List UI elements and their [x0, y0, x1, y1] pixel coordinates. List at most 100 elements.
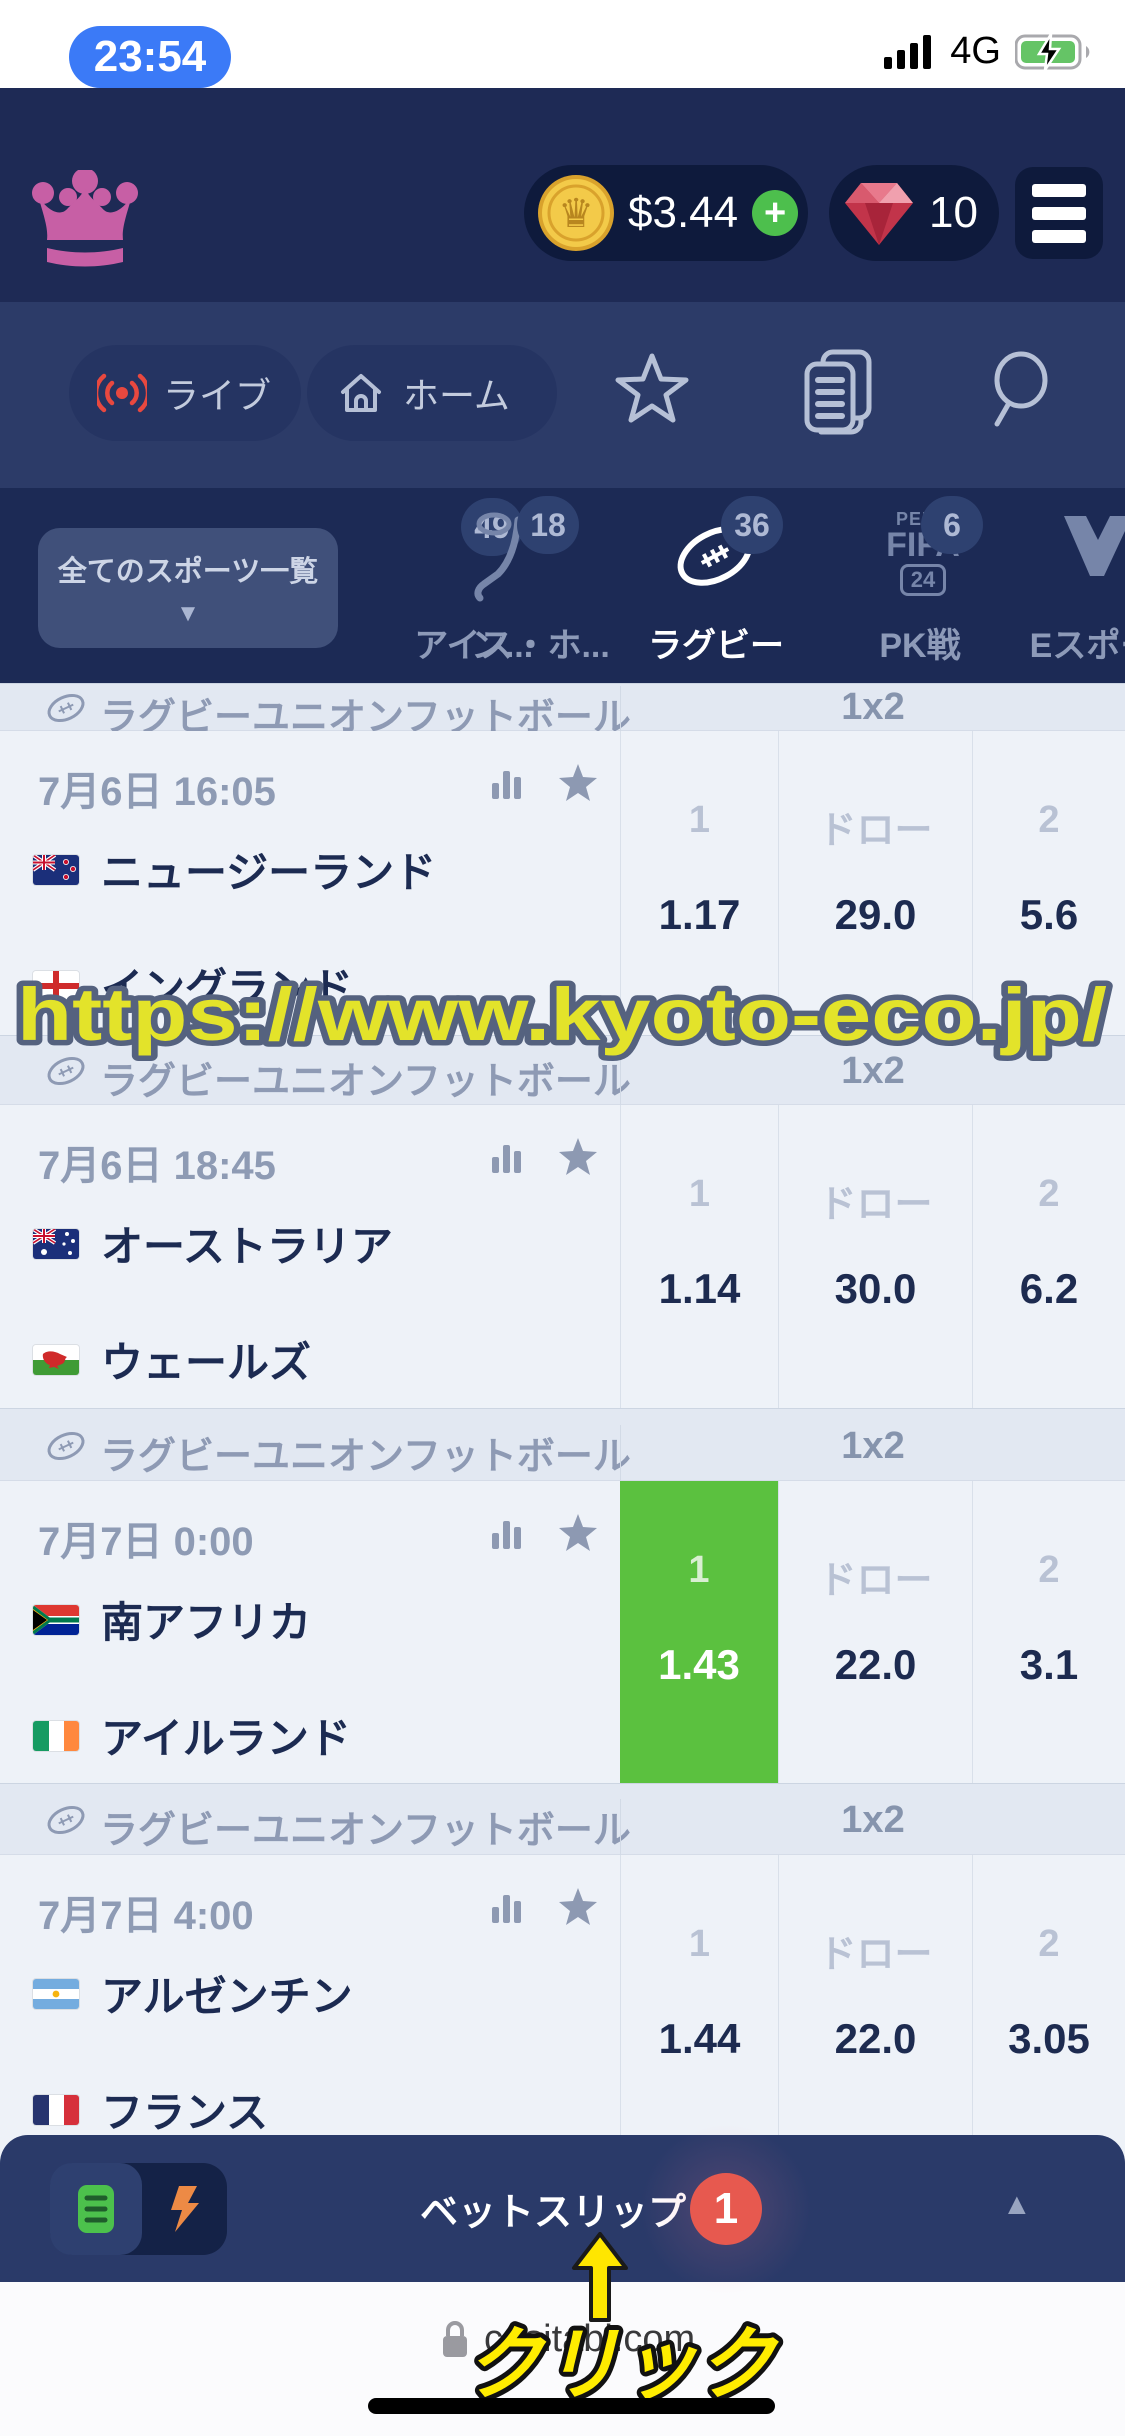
betslip-mode-toggle[interactable] — [50, 2163, 227, 2255]
live-icon — [97, 373, 147, 413]
flag-australia-icon — [33, 1228, 79, 1259]
home-team-name: 南アフリカ — [101, 1599, 312, 1646]
signal-strength-icon — [884, 34, 932, 69]
favorite-star-icon[interactable] — [556, 1135, 600, 1179]
home-team: 南アフリカ — [33, 1589, 311, 1650]
home-team-name: オーストラリア — [101, 1223, 393, 1270]
flag-england-icon — [33, 970, 79, 1001]
odds-cell-home[interactable]: 1 1.14 — [620, 1105, 778, 1408]
brand-crown-logo[interactable] — [30, 170, 140, 270]
flag-ireland-icon — [33, 1720, 79, 1751]
odds-cell-draw[interactable]: ドロー 30.0 — [778, 1105, 972, 1408]
betslip-label: ベットスリップ — [420, 2192, 687, 2234]
tab-badge: 36 — [721, 496, 783, 554]
match-datetime: 7月7日 0:00 — [38, 1520, 254, 1564]
svg-text:♛: ♛ — [558, 192, 594, 236]
tab-badge: 6 — [921, 496, 983, 554]
status-bar: 23:54 4G — [0, 0, 1125, 88]
nav-live-button[interactable]: ライブ — [69, 345, 301, 441]
favorites-star-icon[interactable] — [612, 350, 692, 430]
balance-pill[interactable]: ♛ $3.44 + — [524, 165, 808, 261]
ruby-gem-icon — [845, 183, 913, 245]
stats-icon[interactable] — [490, 1891, 524, 1925]
all-sports-dropdown-button[interactable]: 全てのスポーツ一覧 ▼ — [38, 528, 338, 648]
home-icon — [341, 374, 381, 412]
sports-tab-esports[interactable]: Eスポー — [1029, 627, 1125, 665]
flag-new-zealand-icon — [33, 854, 79, 885]
league-header: ラグビーユニオンフットボール 1x2 — [0, 1035, 1125, 1106]
betslip-bar[interactable]: ベットスリップ — [0, 2135, 1125, 2282]
odds-cell-home[interactable]: 1 1.44 — [620, 1855, 778, 2135]
deposit-plus-button[interactable]: + — [752, 190, 799, 236]
balance-amount: $3.44 — [628, 188, 739, 237]
favorite-star-icon[interactable] — [556, 1885, 600, 1929]
odds-cell-draw[interactable]: ドロー 29.0 — [778, 731, 972, 1035]
status-time-pill: 23:54 — [69, 26, 231, 88]
favorite-star-icon[interactable] — [556, 1511, 600, 1555]
away-team: イングランド — [33, 955, 353, 1016]
stats-icon[interactable] — [490, 767, 524, 801]
home-team: ニュージーランド — [33, 839, 436, 900]
match-datetime: 7月7日 4:00 — [38, 1894, 254, 1938]
esports-icon — [1064, 516, 1125, 576]
stats-icon[interactable] — [490, 1141, 524, 1175]
odds-cell-away[interactable]: 2 3.05 — [972, 1855, 1125, 2135]
odds-cell-draw[interactable]: ドロー 22.0 — [778, 1481, 972, 1783]
away-team-name: ウェールズ — [101, 1339, 312, 1386]
status-time: 23:54 — [93, 32, 207, 81]
sports-tab-hidden[interactable]: ン... — [470, 627, 534, 665]
hamburger-menu-button[interactable] — [1015, 167, 1103, 259]
nav-live-label: ライブ — [163, 375, 272, 416]
favorite-star-icon[interactable] — [556, 761, 600, 805]
odds-cell-draw[interactable]: ドロー 22.0 — [778, 1855, 972, 2135]
home-team-name: ニュージーランド — [101, 849, 437, 896]
gems-count: 10 — [929, 188, 978, 237]
home-team-name: アルゼンチン — [101, 1973, 353, 2020]
gems-pill[interactable]: 10 — [829, 165, 999, 261]
odds-cell-home-selected[interactable]: 1 1.43 — [620, 1481, 778, 1783]
away-team: フランス — [33, 2079, 268, 2140]
home-team: アルゼンチン — [33, 1963, 353, 2024]
betslip-collapse-arrow[interactable]: ▲ — [1002, 2188, 1032, 2221]
app-header: ♛ $3.44 + 10 — [0, 88, 1125, 302]
match-row[interactable]: 7月7日 4:00 アルゼンチン フランス 1 — [0, 1855, 1125, 2136]
league-header: ラグビーユニオンフットボール 1x2 — [0, 1408, 1125, 1482]
away-team: アイルランド — [33, 1705, 351, 1766]
away-team-name: アイルランド — [101, 1715, 351, 1762]
stats-icon[interactable] — [490, 1517, 524, 1551]
home-indicator[interactable] — [368, 2398, 775, 2414]
sports-tab-ice-hockey[interactable]: アイス・ホ... — [414, 627, 610, 665]
odds-cell-away[interactable]: 2 5.6 — [972, 731, 1125, 1035]
nav-home-label: ホーム — [403, 375, 510, 416]
chevron-down-icon: ▼ — [176, 600, 200, 627]
flag-france-icon — [33, 2094, 79, 2125]
status-right-cluster: 4G — [884, 30, 1093, 73]
flag-wales-icon — [33, 1344, 79, 1375]
sports-tab-rugby[interactable]: ラグビー — [648, 627, 784, 665]
rugby-ball-icon — [47, 1431, 85, 1461]
rugby-ball-icon — [47, 1056, 85, 1086]
odds-cell-home[interactable]: 1 1.17 — [620, 731, 778, 1035]
betslips-copy-icon[interactable] — [795, 346, 881, 436]
network-type-label: 4G — [950, 30, 1001, 72]
flag-south-africa-icon — [33, 1604, 79, 1635]
match-list: ラグビーユニオンフットボール 1x2 7月6日 16:05 — [0, 683, 1125, 2282]
match-datetime: 7月6日 18:45 — [38, 1144, 276, 1188]
rugby-ball-icon — [47, 1805, 85, 1835]
sports-tab-pk[interactable]: PK戦 — [879, 627, 961, 665]
nav-home-button[interactable]: ホーム — [307, 345, 557, 441]
odds-cell-away[interactable]: 2 3.1 — [972, 1481, 1125, 1783]
league-header: ラグビーユニオンフットボール 1x2 — [0, 1783, 1125, 1856]
betslip-list-toggle[interactable] — [50, 2163, 142, 2255]
match-row[interactable]: 7月7日 0:00 南アフリカ — [0, 1481, 1125, 1783]
browser-url[interactable]: casitabi.com — [484, 2318, 696, 2360]
rugby-ball-icon — [47, 693, 85, 723]
lock-icon — [443, 2321, 467, 2357]
match-row[interactable]: 7月6日 18:45 オーストラリア — [0, 1105, 1125, 1408]
tab-badge: 18 — [517, 496, 579, 554]
search-icon[interactable] — [985, 348, 1065, 432]
odds-cell-away[interactable]: 2 6.2 — [972, 1105, 1125, 1408]
quick-bet-toggle[interactable] — [142, 2163, 227, 2255]
match-row[interactable]: 7月6日 16:05 ニュージーランド — [0, 731, 1125, 1035]
